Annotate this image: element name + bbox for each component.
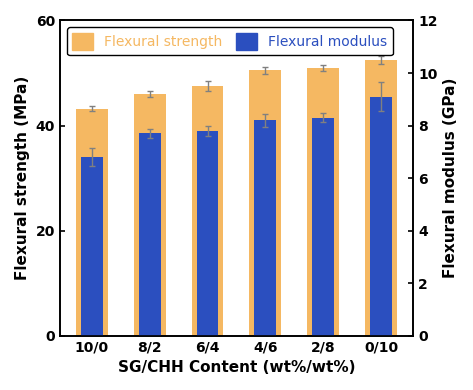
Bar xyxy=(312,118,334,335)
Bar xyxy=(76,109,108,335)
X-axis label: SG/CHH Content (wt%/wt%): SG/CHH Content (wt%/wt%) xyxy=(118,360,355,375)
Y-axis label: Flexural modulus (GPa): Flexural modulus (GPa) xyxy=(443,78,458,278)
Bar xyxy=(192,86,223,335)
Y-axis label: Flexural strength (MPa): Flexural strength (MPa) xyxy=(15,76,30,280)
Bar xyxy=(365,60,397,335)
Bar xyxy=(134,94,166,335)
Bar xyxy=(249,70,281,335)
Bar xyxy=(196,131,219,335)
Bar xyxy=(254,120,276,335)
Legend: Flexural strength, Flexural modulus: Flexural strength, Flexural modulus xyxy=(67,27,393,55)
Bar xyxy=(307,68,339,335)
Bar xyxy=(81,157,103,335)
Bar xyxy=(370,97,392,335)
Bar xyxy=(139,133,161,335)
